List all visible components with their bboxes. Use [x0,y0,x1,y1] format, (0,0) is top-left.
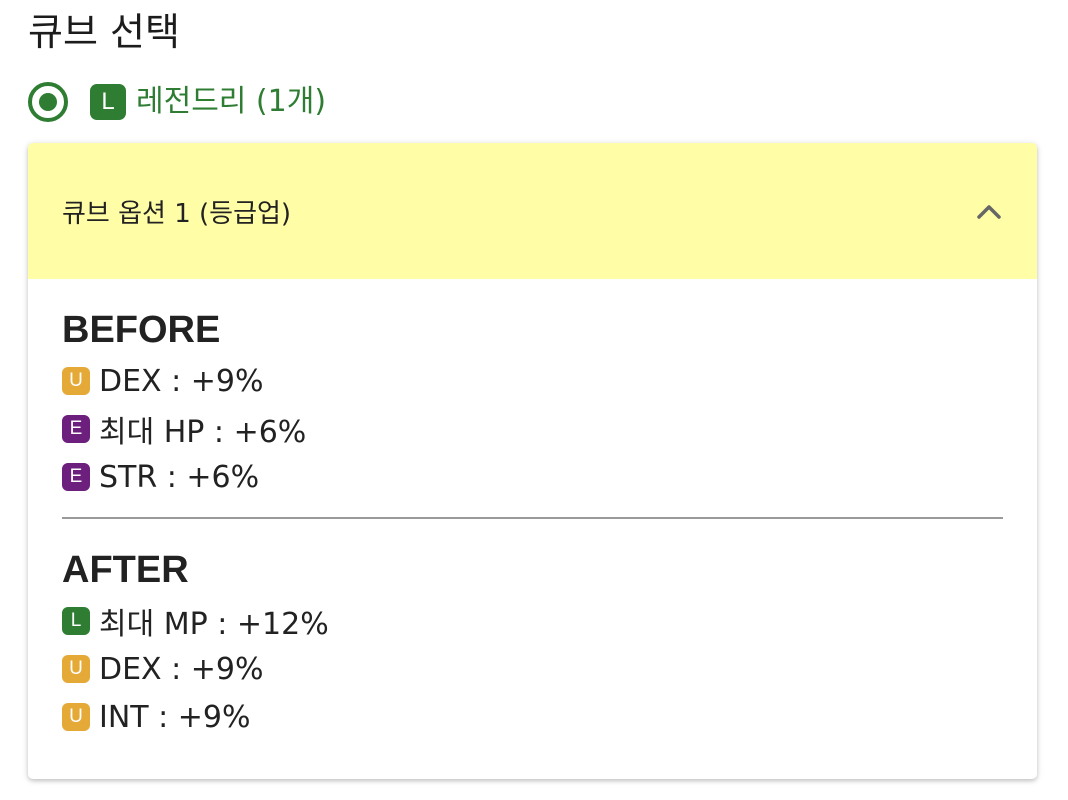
option-text: DEX : +9% [99,363,264,399]
section-divider [62,517,1003,519]
grade-badge: U [62,655,90,683]
page-title: 큐브 선택 [28,10,180,54]
option-text: 최대 HP : +6% [99,415,307,450]
after-option-list: L 최대 MP : +12% U DEX : +9% U INT : +9% [62,597,1003,741]
option-text: STR : +6% [99,459,260,495]
panel-header[interactable]: 큐브 옵션 1 (등급업) [28,143,1037,279]
option-text: INT : +9% [99,699,251,735]
option-row: E STR : +6% [62,453,1003,501]
option-row: L 최대 MP : +12% [62,597,1003,645]
cube-option-panel: 큐브 옵션 1 (등급업) BEFORE U DEX : +9% E 최대 HP… [28,143,1037,779]
grade-badge-legendary: L [90,84,126,120]
radio-selected-icon[interactable] [28,82,68,122]
before-heading: BEFORE [62,309,221,351]
grade-badge: U [62,703,90,731]
option-row: E 최대 HP : +6% [62,405,1003,453]
option-row: U DEX : +9% [62,645,1003,693]
grade-badge: E [62,463,90,491]
grade-badge: E [62,415,90,443]
before-option-list: U DEX : +9% E 최대 HP : +6% E STR : +6% [62,357,1003,501]
grade-badge: U [62,367,90,395]
after-heading: AFTER [62,549,189,591]
panel-title: 큐브 옵션 1 (등급업) [62,198,292,229]
legendary-radio-option[interactable]: L 레전드리 (1개) [28,80,326,124]
option-row: U DEX : +9% [62,357,1003,405]
radio-label: 레전드리 (1개) [136,84,327,119]
grade-badge: L [62,607,90,635]
option-text: DEX : +9% [99,651,264,687]
option-text: 최대 MP : +12% [99,607,329,642]
chevron-up-icon[interactable] [975,197,1003,225]
option-row: U INT : +9% [62,693,1003,741]
